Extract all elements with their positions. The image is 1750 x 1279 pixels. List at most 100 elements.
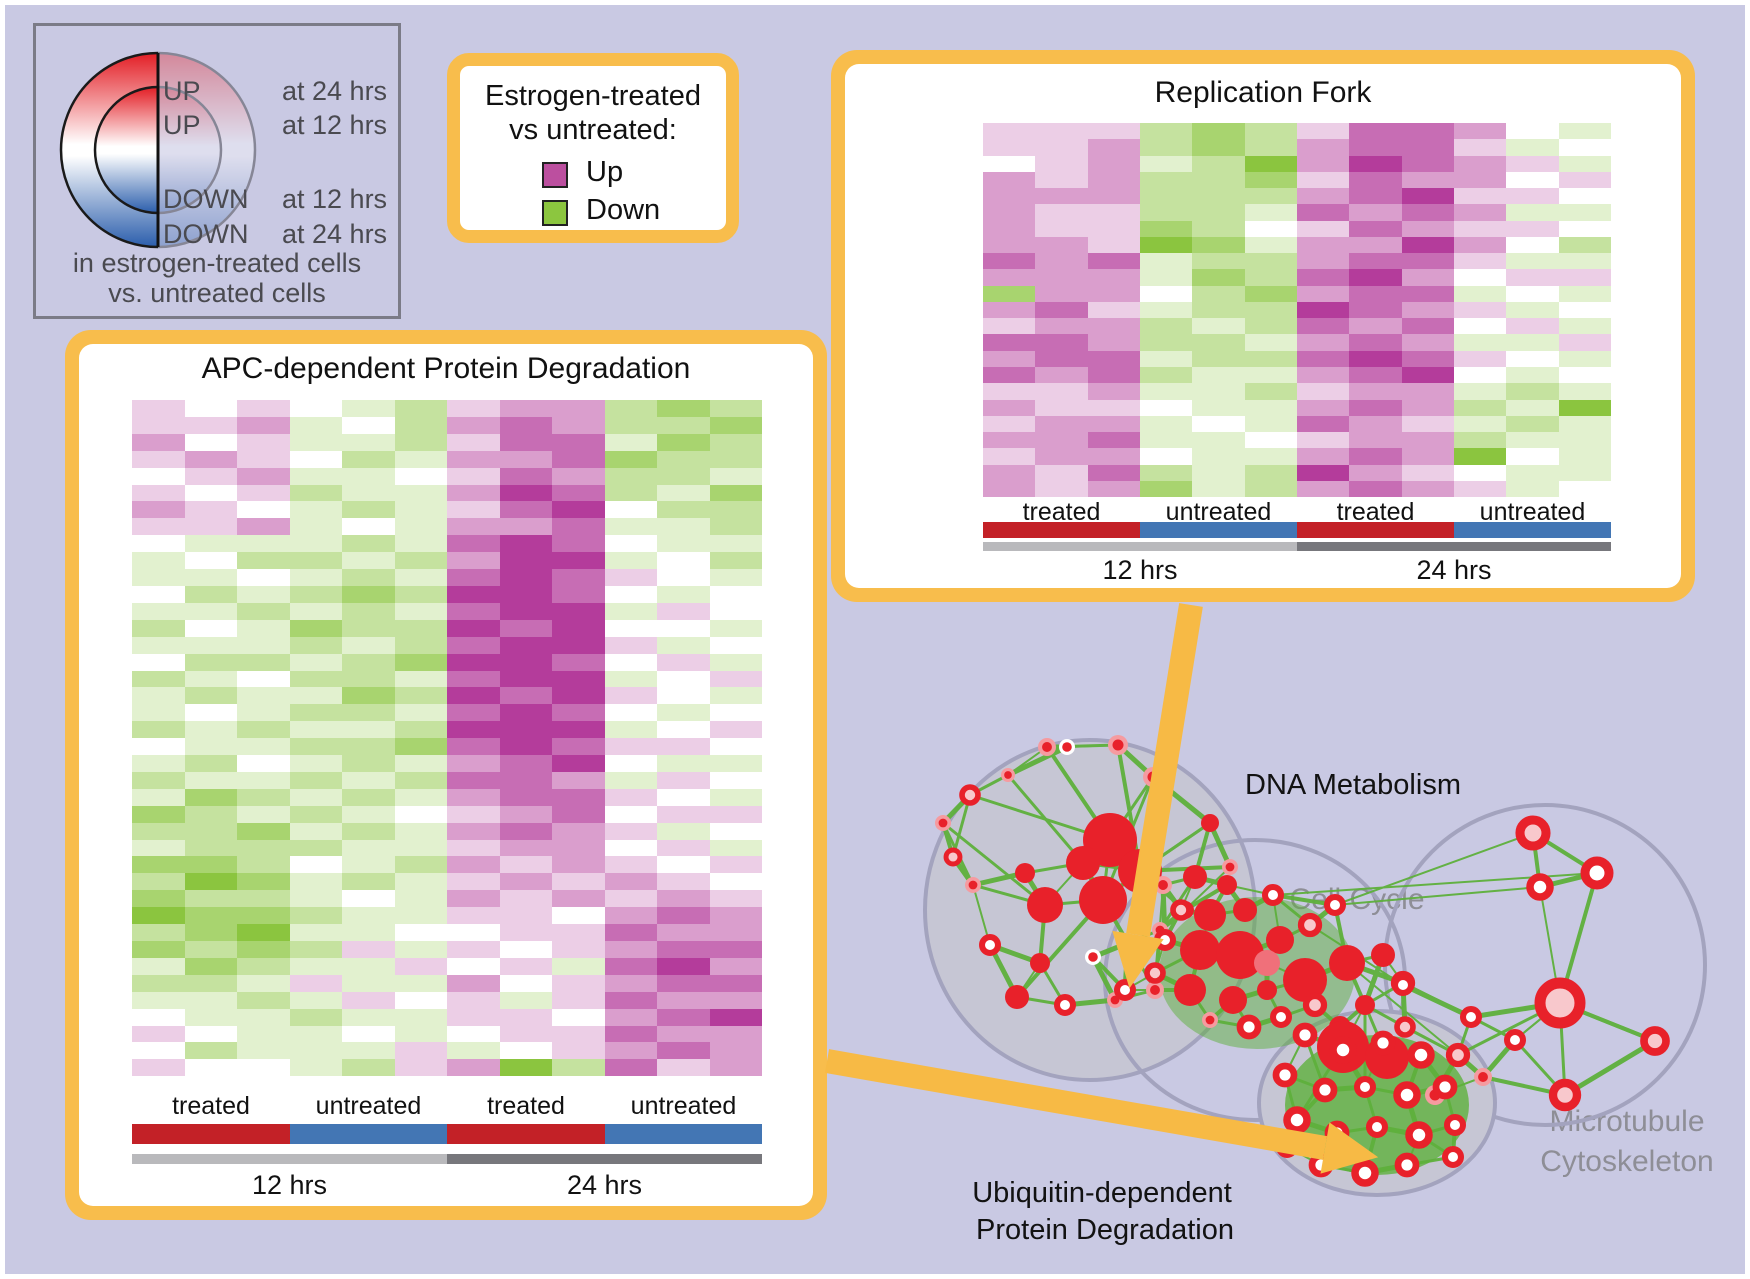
hours-bar-segment [1297,542,1611,551]
network-node [1085,949,1101,965]
apc-degradation-title: APC-dependent Protein Degradation [201,352,691,385]
network-node [1038,738,1056,756]
network-node [1015,863,1035,883]
network-node [1170,899,1192,921]
treated-untreated-bar [983,522,1611,538]
network-node [1001,768,1015,782]
network-node [1640,1026,1670,1056]
network-node [1233,898,1257,922]
network-node [1114,979,1136,1001]
up-color-swatch [542,162,568,188]
network-node [1407,1041,1435,1069]
network-node [1257,980,1277,1000]
network-node [1445,1042,1471,1068]
ring-legend-box: UP at 24 hrs UP at 12 hrs DOWN at 12 hrs… [33,23,401,319]
network-node [959,784,981,806]
network-node [1144,962,1166,984]
network-node [943,847,963,867]
microtubule-label-line1: Microtubule [1549,1105,1705,1138]
network-node [1283,958,1327,1002]
network-node [1005,985,1029,1009]
network-node [1329,1036,1357,1064]
network-node [935,815,951,831]
hours-label-12: 12 hrs [1102,555,1178,585]
condition-label: treated [487,1092,565,1120]
network-node [1110,995,1120,1005]
network-node [1283,1106,1311,1134]
replication-fork-title: Replication Fork [1154,76,1372,109]
edge-density-blob [1285,1035,1469,1175]
network-node [1534,977,1586,1029]
dna-metabolism-label: DNA Metabolism [1245,769,1461,801]
network-node [1308,1152,1334,1178]
network-node [1276,1136,1298,1158]
network-node [1152,922,1168,938]
apc-degradation-heatmap [132,400,762,1077]
network-node [1027,887,1063,923]
network-node [1202,1012,1218,1028]
network-node [1266,926,1294,954]
network-node [1390,970,1416,996]
network-edges [940,742,1658,1176]
ubiquitin-label-line2: Protein Degradation [976,1214,1234,1246]
network-node [1548,1078,1582,1112]
network-node [965,877,981,893]
network-node [1425,1085,1445,1105]
network-node [1216,931,1264,979]
network-node [1432,1074,1458,1100]
legend-word: UP [163,76,201,106]
network-node [1262,884,1284,906]
replication-fork-panel: Replication Fork treated untreated treat… [831,50,1695,602]
treated-untreated-bar [132,1124,762,1144]
network-node [1236,1014,1262,1040]
network-node [1083,813,1137,867]
legend-word: DOWN [163,219,249,249]
cluster-ellipse-mt [1383,803,1707,1127]
network-node [1474,1068,1492,1086]
network-node [1366,1116,1388,1138]
condition-bar-segment [1297,522,1454,538]
ring-legend-graphic [59,46,268,261]
network-node [1302,992,1328,1018]
network-node [1225,862,1235,872]
network-node [1370,1030,1396,1056]
condition-label: treated [1336,498,1415,526]
condition-bar-segment [1140,522,1297,538]
condition-label: untreated [1165,498,1272,526]
network-node [1254,950,1280,976]
network-node [1042,742,1052,752]
up-label: Up [586,156,624,188]
network-node [1297,912,1323,938]
network-node [1217,875,1237,895]
network-node [979,934,1001,956]
legend-time: at 24 hrs [282,219,388,249]
replication-fork-heatmap [983,123,1611,498]
network-node [1180,930,1220,970]
network-node [1150,985,1160,995]
network-node [1059,739,1075,755]
network-node [1158,880,1168,890]
network-node [1205,1015,1215,1025]
legend-time: at 12 hrs [282,110,388,140]
network-node [1062,742,1072,752]
hours-bar [132,1154,762,1164]
condition-bar-segment [1454,522,1611,538]
hours-bar-segment [983,542,1297,551]
network-node [1444,1114,1466,1136]
cluster-ellipse-ub [1257,1009,1497,1197]
network-node [1079,876,1127,924]
network-node [1460,1006,1482,1028]
ubiquitin-label-line1: Ubiquitin-dependent [972,1177,1232,1209]
network-node [1066,846,1100,880]
legend-word: UP [163,110,201,140]
network-node [1143,767,1163,787]
legend-word: DOWN [163,184,249,214]
network-node [1272,1062,1298,1088]
legend-caption-line2: vs. untreated cells [108,278,326,308]
hours-label-24: 24 hrs [566,1170,643,1200]
network-node [1371,943,1395,967]
network-node [1004,771,1012,779]
cell-cycle-label: Cell Cycle [1289,883,1425,916]
hours-bar [983,542,1611,551]
